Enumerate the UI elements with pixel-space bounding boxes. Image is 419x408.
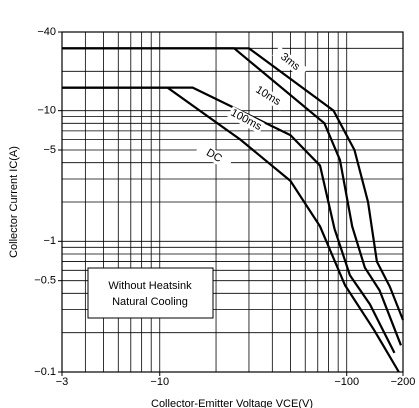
y-tick-label: −0.1: [34, 366, 56, 378]
x-tick-label: −10: [150, 376, 169, 388]
curve-label-bg: [249, 81, 287, 111]
y-tick-label: −5: [43, 144, 56, 156]
curve-label-bg: [272, 46, 308, 78]
plot-frame: [61, 31, 404, 373]
y-tick-label: −1: [43, 235, 56, 247]
x-tick-label: −100: [334, 376, 359, 388]
annotation: Without Heatsink: [108, 280, 192, 292]
curve: [62, 47, 402, 346]
annotation: Natural Cooling: [112, 296, 188, 308]
curve: [62, 86, 400, 373]
curve: [62, 47, 405, 321]
y-tick-label: −0.5: [34, 275, 56, 287]
y-axis-label: Collector Current IC(A): [8, 146, 20, 258]
y-tick-label: −40: [37, 26, 56, 38]
curve-label-bg: [195, 141, 233, 171]
y-tick-label: −10: [37, 105, 56, 117]
curve: [62, 86, 396, 354]
x-tick-label: −3: [56, 376, 69, 388]
x-axis-label: Collector-Emitter Voltage VCE(V): [151, 398, 313, 408]
curve-label-bg: [227, 106, 265, 134]
x-tick-label: −200: [391, 376, 416, 388]
annotation-box: [87, 267, 214, 319]
